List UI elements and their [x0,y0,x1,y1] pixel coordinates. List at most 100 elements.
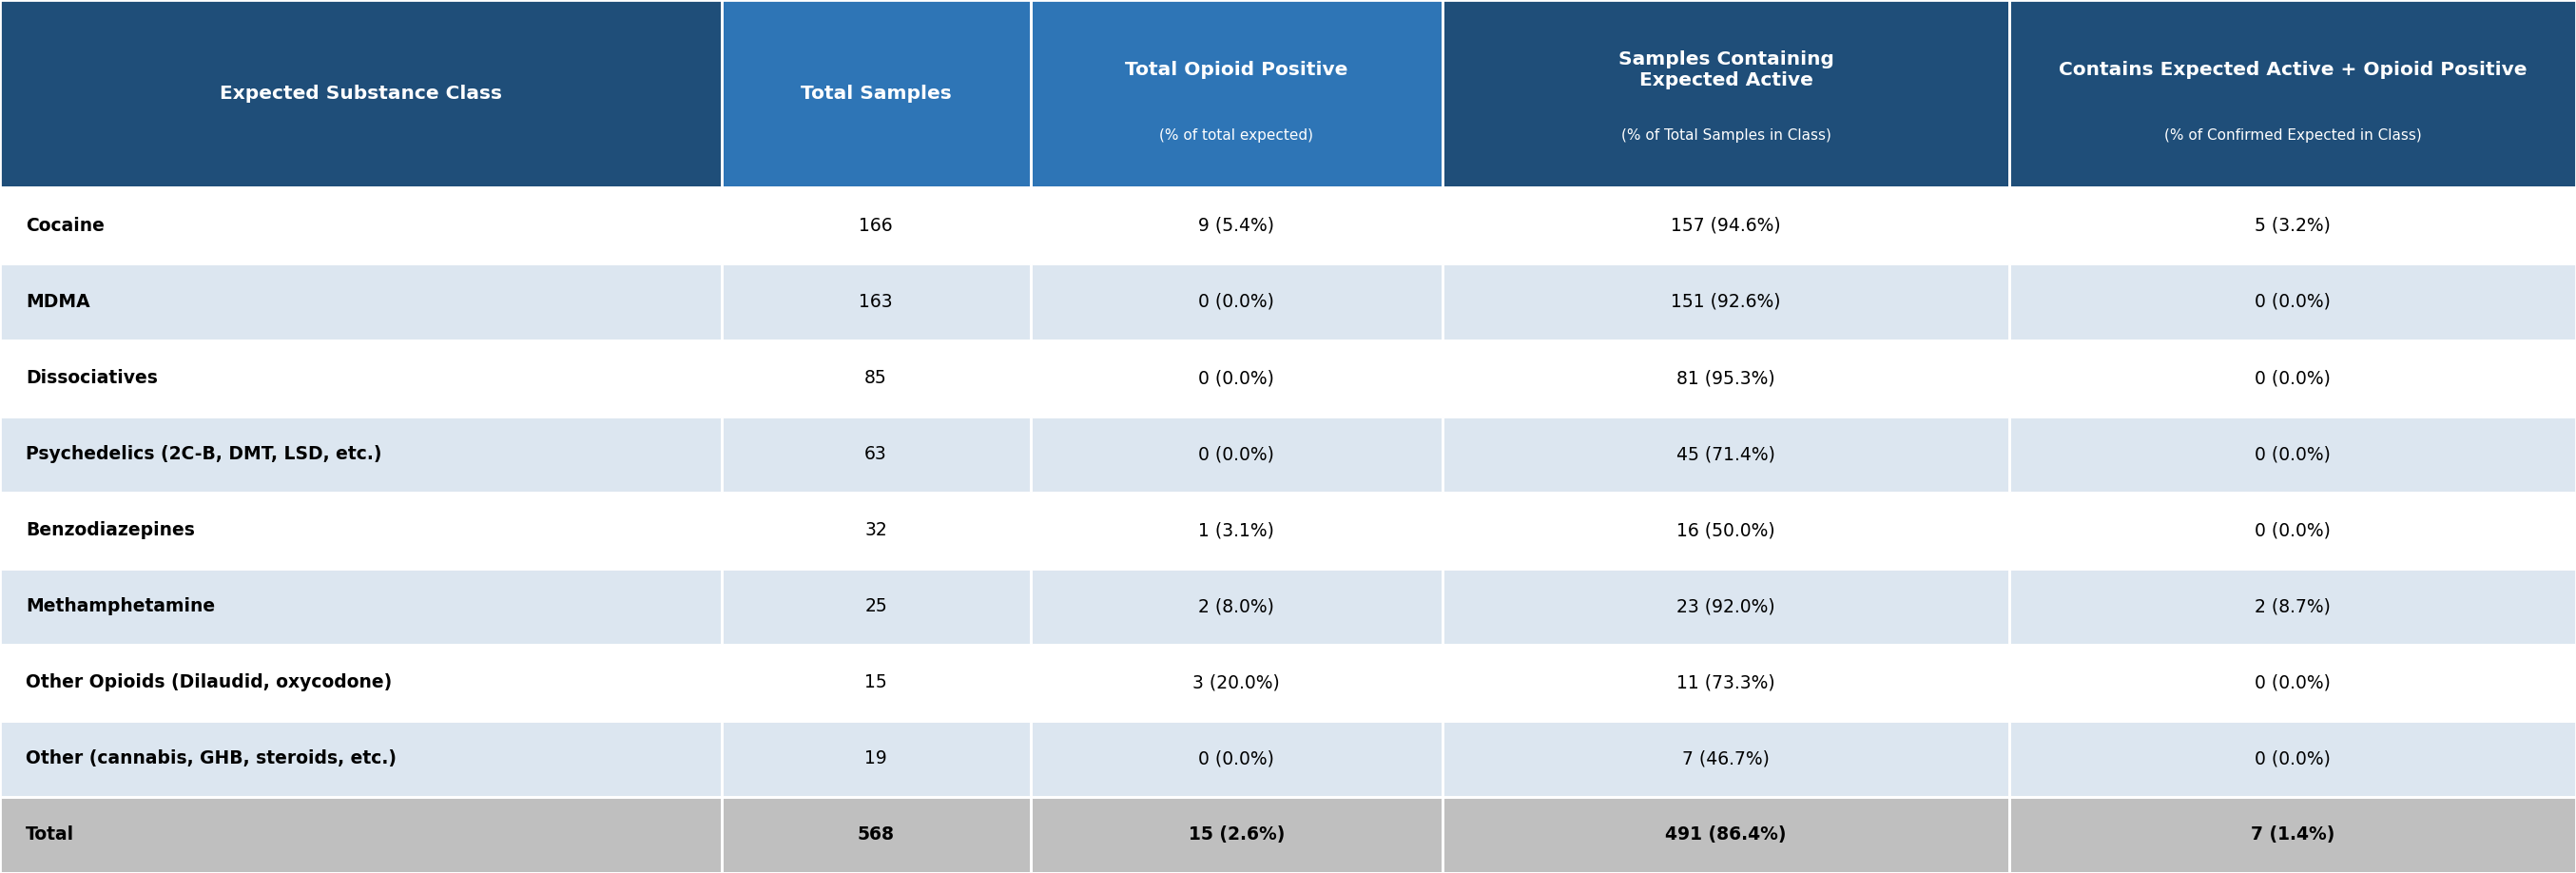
Text: 7 (1.4%): 7 (1.4%) [2251,826,2334,844]
Bar [0,492,721,568]
Bar [721,644,1030,721]
Bar [1443,568,2009,644]
Text: 0 (0.0%): 0 (0.0%) [2254,750,2331,768]
Text: 0 (0.0%): 0 (0.0%) [1198,369,1275,387]
Text: 0 (0.0%): 0 (0.0%) [1198,292,1275,311]
Bar [1443,644,2009,721]
Bar [721,340,1030,416]
Bar [721,188,1030,264]
Bar [1030,797,1443,873]
Text: 15: 15 [866,674,886,691]
Text: Dissociatives: Dissociatives [26,369,157,387]
Bar [2009,797,2576,873]
Text: 2 (8.7%): 2 (8.7%) [2254,597,2331,615]
Text: 7 (46.7%): 7 (46.7%) [1682,750,1770,768]
Bar [2009,492,2576,568]
Bar [0,721,721,797]
Bar [721,797,1030,873]
Text: (% of Total Samples in Class): (% of Total Samples in Class) [1620,128,1832,142]
Text: 163: 163 [858,292,894,311]
Text: (% of Confirmed Expected in Class): (% of Confirmed Expected in Class) [2164,128,2421,142]
Bar [2009,568,2576,644]
Text: 23 (92.0%): 23 (92.0%) [1677,597,1775,615]
Text: Total Samples: Total Samples [801,85,951,103]
Bar [2009,644,2576,721]
Text: 0 (0.0%): 0 (0.0%) [2254,521,2331,540]
Text: 1 (3.1%): 1 (3.1%) [1198,521,1275,540]
Bar [2009,0,2576,188]
Text: 5 (3.2%): 5 (3.2%) [2254,217,2331,235]
Text: 0 (0.0%): 0 (0.0%) [1198,750,1275,768]
Text: 11 (73.3%): 11 (73.3%) [1677,674,1775,691]
Text: 166: 166 [858,217,894,235]
Bar [721,721,1030,797]
Text: 0 (0.0%): 0 (0.0%) [2254,674,2331,691]
Bar [1030,568,1443,644]
Bar [2009,416,2576,492]
Text: Other (cannabis, GHB, steroids, etc.): Other (cannabis, GHB, steroids, etc.) [26,750,397,768]
Bar [1030,492,1443,568]
Text: Total: Total [26,826,75,844]
Bar [2009,264,2576,340]
Text: 9 (5.4%): 9 (5.4%) [1198,217,1275,235]
Text: 0 (0.0%): 0 (0.0%) [1198,445,1275,464]
Text: 16 (50.0%): 16 (50.0%) [1677,521,1775,540]
Bar [0,568,721,644]
Text: 0 (0.0%): 0 (0.0%) [2254,369,2331,387]
Text: Samples Containing
Expected Active: Samples Containing Expected Active [1618,50,1834,89]
Text: Methamphetamine: Methamphetamine [26,597,216,615]
Bar [1030,188,1443,264]
Bar [721,0,1030,188]
Text: 157 (94.6%): 157 (94.6%) [1672,217,1780,235]
Text: 151 (92.6%): 151 (92.6%) [1672,292,1780,311]
Text: 85: 85 [866,369,886,387]
Text: Contains Expected Active + Opioid Positive: Contains Expected Active + Opioid Positi… [2058,60,2527,79]
Bar [0,797,721,873]
Text: 568: 568 [858,826,894,844]
Bar [1030,0,1443,188]
Text: 81 (95.3%): 81 (95.3%) [1677,369,1775,387]
Bar [1443,0,2009,188]
Text: 19: 19 [866,750,886,768]
Text: Expected Substance Class: Expected Substance Class [219,85,502,103]
Text: Benzodiazepines: Benzodiazepines [26,521,196,540]
Bar [1030,721,1443,797]
Bar [2009,188,2576,264]
Text: 0 (0.0%): 0 (0.0%) [2254,292,2331,311]
Text: 3 (20.0%): 3 (20.0%) [1193,674,1280,691]
Text: 15 (2.6%): 15 (2.6%) [1188,826,1285,844]
Text: 32: 32 [866,521,886,540]
Text: Total Opioid Positive: Total Opioid Positive [1126,60,1347,79]
Bar [1443,188,2009,264]
Bar [1443,797,2009,873]
Bar [2009,340,2576,416]
Bar [1030,644,1443,721]
Text: Other Opioids (Dilaudid, oxycodone): Other Opioids (Dilaudid, oxycodone) [26,674,392,691]
Bar [721,568,1030,644]
Bar [1443,492,2009,568]
Bar [2009,721,2576,797]
Text: 25: 25 [866,597,886,615]
Text: MDMA: MDMA [26,292,90,311]
Text: 491 (86.4%): 491 (86.4%) [1664,826,1788,844]
Text: 45 (71.4%): 45 (71.4%) [1677,445,1775,464]
Text: (% of total expected): (% of total expected) [1159,128,1314,142]
Bar [1030,264,1443,340]
Bar [0,644,721,721]
Bar [1030,340,1443,416]
Text: 63: 63 [866,445,886,464]
Bar [1443,264,2009,340]
Bar [1443,416,2009,492]
Bar [1030,416,1443,492]
Bar [0,264,721,340]
Bar [1443,340,2009,416]
Bar [0,340,721,416]
Bar [0,188,721,264]
Bar [1443,721,2009,797]
Bar [721,492,1030,568]
Text: 0 (0.0%): 0 (0.0%) [2254,445,2331,464]
Text: Cocaine: Cocaine [26,217,106,235]
Bar [721,264,1030,340]
Text: Psychedelics (2C-B, DMT, LSD, etc.): Psychedelics (2C-B, DMT, LSD, etc.) [26,445,381,464]
Text: 2 (8.0%): 2 (8.0%) [1198,597,1275,615]
